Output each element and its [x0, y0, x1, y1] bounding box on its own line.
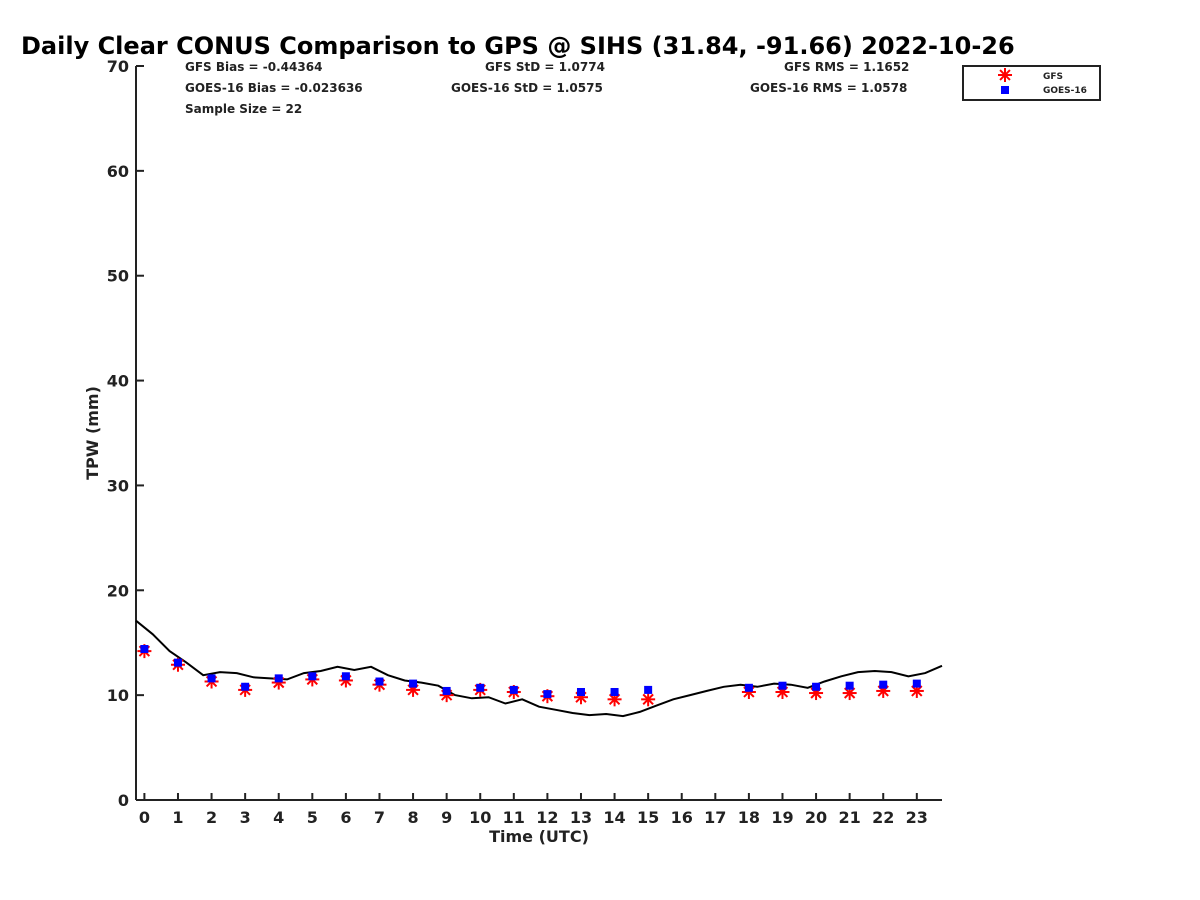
x-tick-label: 6: [340, 808, 351, 827]
y-tick-label: 30: [107, 476, 129, 495]
goes16-point: [140, 645, 149, 654]
chart-title: Daily Clear CONUS Comparison to GPS @ SI…: [21, 32, 1015, 60]
x-tick-label: 11: [503, 808, 525, 827]
goes16-point: [576, 687, 585, 696]
x-tick-label: 5: [307, 808, 318, 827]
goes16-point: [241, 682, 250, 691]
x-tick-label: 7: [374, 808, 385, 827]
x-tick-label: 3: [240, 808, 251, 827]
x-tick-label: 14: [603, 808, 625, 827]
goes16-point: [812, 682, 821, 691]
x-tick-label: 4: [273, 808, 284, 827]
x-tick-label: 16: [671, 808, 693, 827]
x-tick-label: 18: [738, 808, 760, 827]
x-tick-label: 19: [771, 808, 793, 827]
goes16-point: [274, 674, 283, 683]
x-tick-label: 17: [704, 808, 726, 827]
x-tick-label: 9: [441, 808, 452, 827]
goes16-point: [409, 679, 418, 688]
gfs-std-stat: GFS StD = 1.0774: [485, 60, 605, 74]
goes16-point: [341, 672, 350, 681]
goes16-point: [845, 681, 854, 690]
goes16-point: [375, 677, 384, 686]
y-tick-label: 0: [118, 791, 129, 810]
goes16-point: [543, 690, 552, 699]
gfs-point: [641, 692, 656, 707]
legend-goes16-label: GOES-16: [1043, 86, 1087, 96]
gps-reference-line: [135, 619, 943, 718]
y-tick-label: 60: [107, 162, 129, 181]
x-tick-label: 22: [872, 808, 894, 827]
legend: GFS GOES-16: [962, 65, 1101, 101]
goes16-point: [173, 658, 182, 667]
x-tick-label: 13: [570, 808, 592, 827]
legend-box: [962, 65, 1101, 101]
legend-goes16-marker: [1001, 86, 1009, 94]
goes16-point: [476, 683, 485, 692]
gfs-rms-stat: GFS RMS = 1.1652: [784, 60, 909, 74]
x-tick-label: 0: [139, 808, 150, 827]
goes16-point: [644, 685, 653, 694]
goes16-series: [140, 645, 921, 699]
y-ticks: 0 10 20 30 40 50 60 70: [107, 57, 144, 810]
goes16-point: [912, 679, 921, 688]
gps-line-path: [135, 619, 943, 718]
x-tick-label: 2: [206, 808, 217, 827]
x-tick-label: 20: [805, 808, 827, 827]
x-tick-label: 23: [906, 808, 928, 827]
gfs-bias-stat: GFS Bias = -0.44364: [185, 60, 322, 74]
gfs-series: [137, 644, 924, 707]
x-axis-label: Time (UTC): [489, 827, 589, 846]
y-axis-label: TPW (mm): [83, 386, 102, 480]
legend-gfs-label: GFS: [1043, 72, 1063, 82]
goes16-point: [610, 687, 619, 696]
goes-std-stat: GOES-16 StD = 1.0575: [451, 81, 603, 95]
x-ticks: 0 1 2 3 4 5 6 7 8 9 10 11 12 13 14 15 16 17 18 19 20 21 22 23: [139, 793, 928, 827]
sample-size-stat: Sample Size = 22: [185, 102, 302, 116]
x-tick-label: 8: [407, 808, 418, 827]
x-tick-label: 1: [172, 808, 183, 827]
goes16-point: [744, 683, 753, 692]
goes16-point: [442, 686, 451, 695]
x-tick-label: 10: [469, 808, 491, 827]
goes-bias-stat: GOES-16 Bias = -0.023636: [185, 81, 363, 95]
x-tick-label: 21: [839, 808, 861, 827]
y-tick-label: 10: [107, 686, 129, 705]
goes16-point: [879, 680, 888, 689]
goes16-point: [509, 685, 518, 694]
goes16-point: [308, 672, 317, 681]
y-tick-label: 50: [107, 267, 129, 286]
x-tick-label: 12: [536, 808, 558, 827]
goes16-point: [207, 674, 216, 683]
y-tick-label: 20: [107, 581, 129, 600]
legend-gfs-asterisk: [998, 68, 1012, 82]
y-tick-label: 70: [107, 57, 129, 76]
goes-rms-stat: GOES-16 RMS = 1.0578: [750, 81, 907, 95]
goes16-point: [778, 681, 787, 690]
y-tick-label: 40: [107, 372, 129, 391]
plot-axes: [135, 66, 942, 801]
x-tick-label: 15: [637, 808, 659, 827]
legend-gfs-marker: [998, 68, 1012, 82]
